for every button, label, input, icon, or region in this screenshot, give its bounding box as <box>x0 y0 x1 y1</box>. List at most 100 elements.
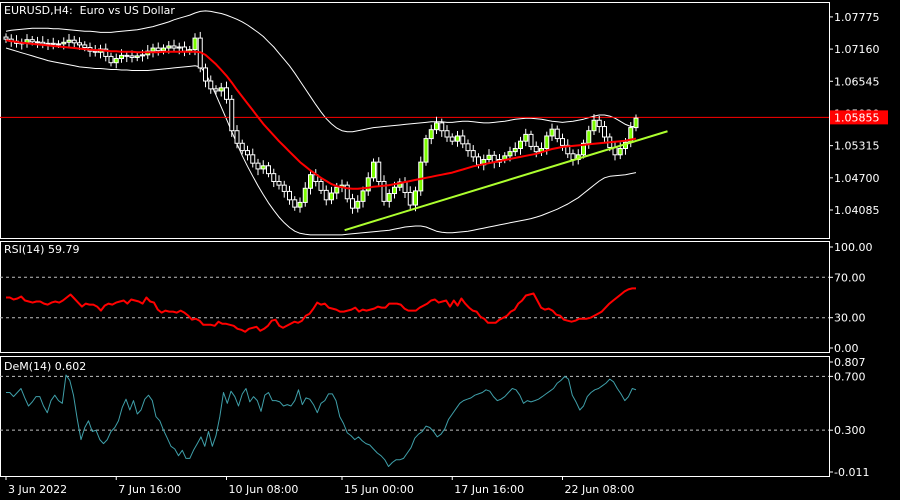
candle <box>313 169 319 187</box>
bull-candle-body <box>329 192 334 201</box>
bull-candle-body <box>544 135 550 150</box>
title-sep-2: : <box>68 4 80 17</box>
lower-bollinger-band <box>5 47 637 236</box>
candle <box>481 154 487 171</box>
price-tick-label: 1.07160 <box>834 43 880 56</box>
bear-candle-body <box>292 199 298 208</box>
bull-candle-body <box>260 165 266 170</box>
candle <box>386 189 392 208</box>
candle <box>103 43 109 62</box>
bear-candle-body <box>182 46 187 52</box>
bull-candle-body <box>166 45 172 49</box>
bear-candle-body <box>245 150 250 156</box>
bear-candle-body <box>470 150 476 158</box>
bull-candle-body <box>66 39 72 43</box>
candle <box>229 95 235 137</box>
candle <box>113 53 119 69</box>
indicator-tick-label: 0.300 <box>834 424 866 437</box>
candle <box>224 81 229 104</box>
bear-candle-body <box>276 180 282 186</box>
candle <box>308 170 313 195</box>
bear-candle-body <box>250 154 256 164</box>
candle <box>439 118 445 137</box>
bull-candle-body <box>192 37 198 51</box>
candle <box>292 196 298 211</box>
bear-candle-body <box>533 145 539 153</box>
bear-candle-body <box>108 55 114 64</box>
support-trendline <box>344 130 668 232</box>
candle <box>239 139 245 155</box>
bull-candle-body <box>297 201 303 208</box>
candle <box>323 185 329 206</box>
bull-candle-body <box>428 129 434 140</box>
candle <box>24 34 30 48</box>
bear-candle-body <box>40 41 46 45</box>
indicator-tick-label: -0.011 <box>834 466 869 479</box>
candle <box>3 33 9 43</box>
bear-candle-body <box>528 133 534 147</box>
bear-candle-body <box>208 80 214 90</box>
current-price-label-bg <box>830 110 888 125</box>
bear-candle-body <box>171 45 177 49</box>
bull-candle-body <box>56 43 61 46</box>
price-tick-label: 1.05315 <box>834 140 880 153</box>
indicator-tick-label: 0.00 <box>834 342 859 355</box>
candle <box>213 85 219 95</box>
candle <box>260 160 266 174</box>
time-tick-label: 10 Jun 08:00 <box>229 483 299 496</box>
candle <box>98 44 103 59</box>
candle <box>150 43 156 58</box>
indicator-tick-label: 0.807 <box>834 356 866 369</box>
candle <box>397 178 403 191</box>
indicator-tick-label: 0.700 <box>834 370 866 383</box>
candle <box>35 36 40 48</box>
bear-candle-body <box>124 54 130 57</box>
candle <box>444 125 450 142</box>
bull-candle-body <box>512 148 518 153</box>
dem-pane-frame <box>0 356 830 477</box>
candle <box>234 125 240 149</box>
candle <box>491 151 497 169</box>
bull-candle-body <box>455 135 460 142</box>
bear-candle-body <box>266 165 271 175</box>
title-sep-1: , <box>50 4 54 17</box>
candle <box>271 168 277 188</box>
timeframe-label: H4 <box>53 4 69 17</box>
bear-candle-body <box>465 143 471 152</box>
bull-candle-body <box>423 138 429 163</box>
candle <box>297 197 303 213</box>
bear-candle-body <box>203 67 208 82</box>
price-pane-frame <box>0 2 830 239</box>
candle <box>633 114 639 132</box>
candle <box>350 193 355 214</box>
time-axis: 3 Jun 2022 7 Jun 16:00 10 Jun 08:00 15 Jun … <box>5 476 634 496</box>
bear-candle-body <box>239 142 245 152</box>
candle <box>470 145 476 162</box>
indicator-tick-label: 100.00 <box>834 241 873 254</box>
candle <box>565 139 571 159</box>
bull-candle-body <box>150 47 156 52</box>
bear-candle-body <box>476 156 481 166</box>
candle <box>250 148 256 168</box>
candle <box>329 186 334 205</box>
rsi-pane[interactable]: 100.00 70.00 30.00 0.00 <box>0 241 873 355</box>
bear-candle-body <box>602 126 607 138</box>
candle <box>455 131 460 147</box>
indicator-tick-label: 30.00 <box>834 312 866 325</box>
candle <box>381 175 387 206</box>
bear-candle-body <box>444 130 450 138</box>
candle <box>266 162 271 178</box>
bear-candle-body <box>287 190 292 201</box>
candle <box>502 152 508 164</box>
bull-candle-body <box>386 193 392 202</box>
bull-candle-body <box>633 117 639 129</box>
price-pane[interactable]: 1.077751.071601.065451.059301.053151.047… <box>0 2 888 239</box>
candle <box>428 124 434 145</box>
candle <box>245 145 250 161</box>
candle <box>523 128 529 147</box>
candle <box>612 142 618 161</box>
candle <box>365 172 371 196</box>
candle <box>281 180 287 198</box>
